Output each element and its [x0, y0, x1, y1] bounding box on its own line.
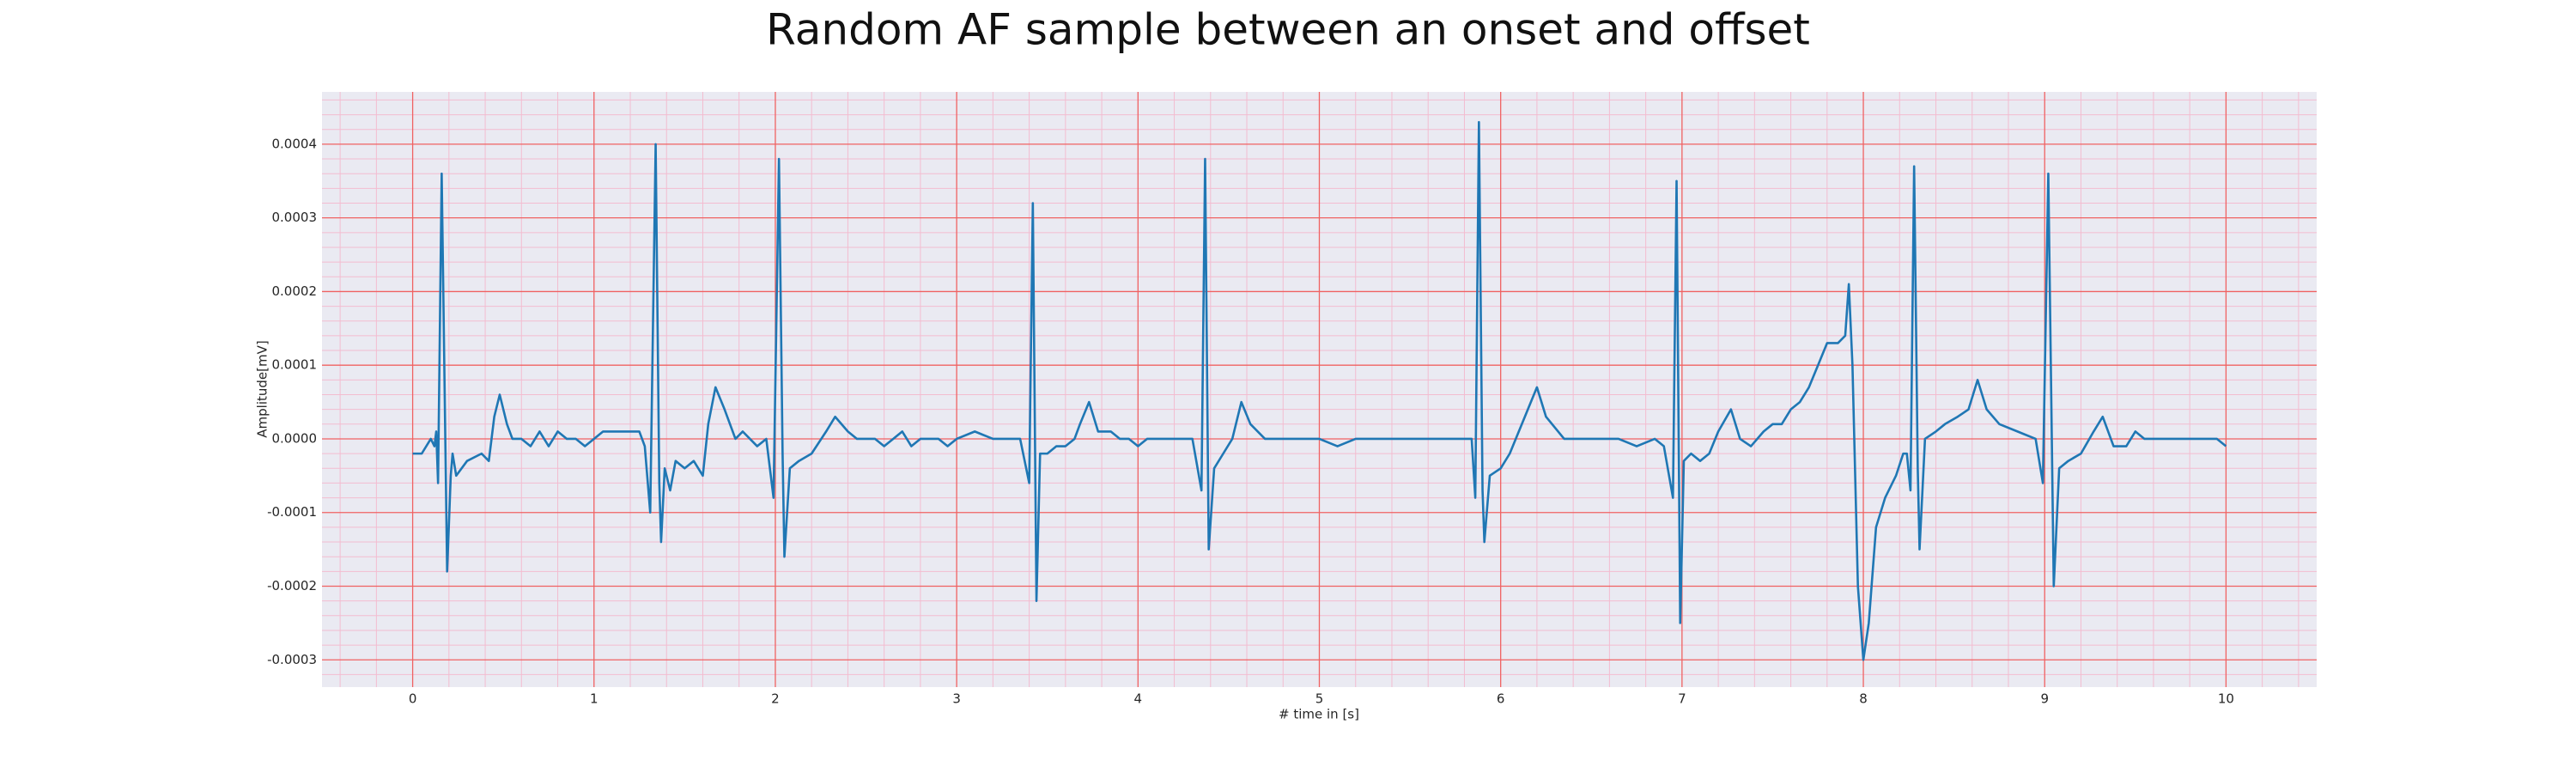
data-line	[412, 120, 2227, 661]
plot-area	[412, 120, 2227, 661]
y-axis-label: Amplitude[mV]	[255, 340, 270, 437]
y-tick-label: 0.0003	[272, 210, 318, 225]
x-tick-label: 0	[409, 691, 417, 707]
y-tick-label: 0.0002	[272, 283, 318, 299]
y-tick-label: -0.0003	[267, 652, 317, 667]
y-tick-label: 0.0004	[272, 136, 318, 151]
tick-labels: 0 1 2 3 4 5 6 7 8 9 10 -0.0003 -0.0002 -0.0001 0.0000 0…	[267, 136, 2234, 706]
x-tick-label: 8	[1859, 691, 1868, 707]
x-tick-label: 5	[1315, 691, 1324, 707]
x-tick-label: 1	[590, 691, 598, 707]
x-tick-label: 9	[2040, 691, 2049, 707]
y-tick-label: -0.0001	[267, 504, 317, 520]
x-tick-label: 4	[1134, 691, 1143, 707]
x-tick-label: 2	[771, 691, 780, 707]
x-tick-label: 7	[1678, 691, 1686, 707]
x-tick-label: 10	[2218, 691, 2234, 707]
y-tick-label: -0.0002	[267, 578, 317, 593]
y-tick-label: 0.0001	[272, 357, 318, 373]
x-tick-label: 6	[1497, 691, 1505, 707]
x-axis-label: # time in [s]	[1279, 707, 1359, 722]
y-tick-label: 0.0000	[272, 430, 318, 446]
x-tick-label: 3	[952, 691, 961, 707]
chart-title: Random AF sample between an onset and of…	[766, 5, 1810, 55]
